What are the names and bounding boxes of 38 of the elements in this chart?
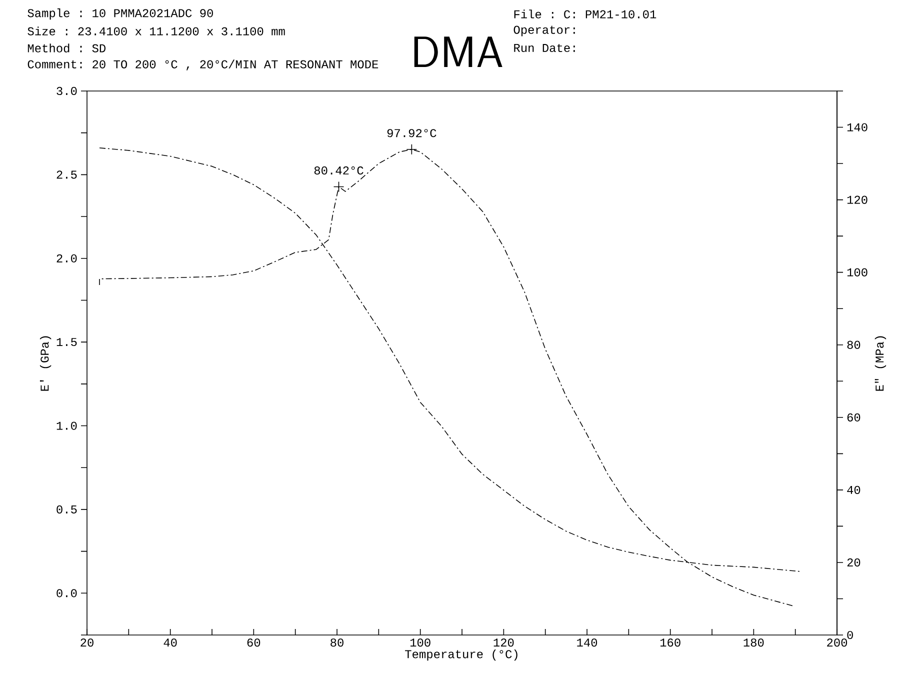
x-tick-label: 120: [494, 638, 514, 647]
y-tick-label: 0.0: [56, 589, 77, 598]
y-tick-label: 3.0: [56, 86, 77, 96]
text: Run Date:: [514, 44, 575, 52]
y2-tick-label: 100: [847, 268, 868, 276]
x-tick-label: 80: [330, 638, 344, 647]
y2-tick-label: 140: [847, 123, 868, 132]
x-tick-label: 60: [247, 638, 260, 647]
x-tick-label: 180: [744, 638, 764, 647]
y-tick-label: 2.0: [56, 254, 77, 262]
y2-tick-label: 40: [847, 486, 860, 494]
x-tick-label: 160: [660, 638, 680, 647]
y2-tick-label: 120: [847, 196, 868, 204]
annotation: 97.92°C: [387, 129, 436, 138]
y-tick-label: 1.5: [56, 338, 77, 346]
y-tick-label: 0.5: [56, 505, 77, 514]
y-tick-label: 2.5: [56, 170, 77, 179]
text: Size : 23.4100 x 11.1200 x 3.1100 mm: [28, 26, 285, 36]
x-tick-label: 200: [827, 638, 848, 647]
y-tick-label: 1.0: [56, 422, 77, 430]
x-axis-title: Temperature (°C): [405, 649, 518, 661]
x-tick-label: 20: [80, 638, 94, 647]
chart-title: DMA: [414, 36, 502, 67]
x-tick-label: 40: [164, 638, 177, 647]
x-tick-label: 100: [410, 638, 430, 647]
text: Sample : 10 PMMA2021ADC 90: [28, 8, 213, 20]
text: Operator:: [514, 26, 575, 36]
text: Comment: 20 TO 200 °C , 20°C/MIN AT RESONANT MODE: [28, 60, 378, 70]
x-tick-label: 140: [577, 638, 598, 647]
text: File : C: PM21-10.01: [514, 10, 656, 18]
annotation: 80.42°C: [314, 166, 364, 175]
text: Method : SD: [28, 44, 106, 52]
y2-tick-label: 80: [847, 340, 860, 349]
y2-tick-label: 0: [847, 630, 853, 640]
y2-tick-label: 20: [847, 558, 860, 567]
y2-tick-label: 60: [847, 413, 860, 422]
y-axis-title: E' (GPa): [40, 336, 52, 391]
y2-axis-title: E" (MPa): [874, 336, 886, 391]
